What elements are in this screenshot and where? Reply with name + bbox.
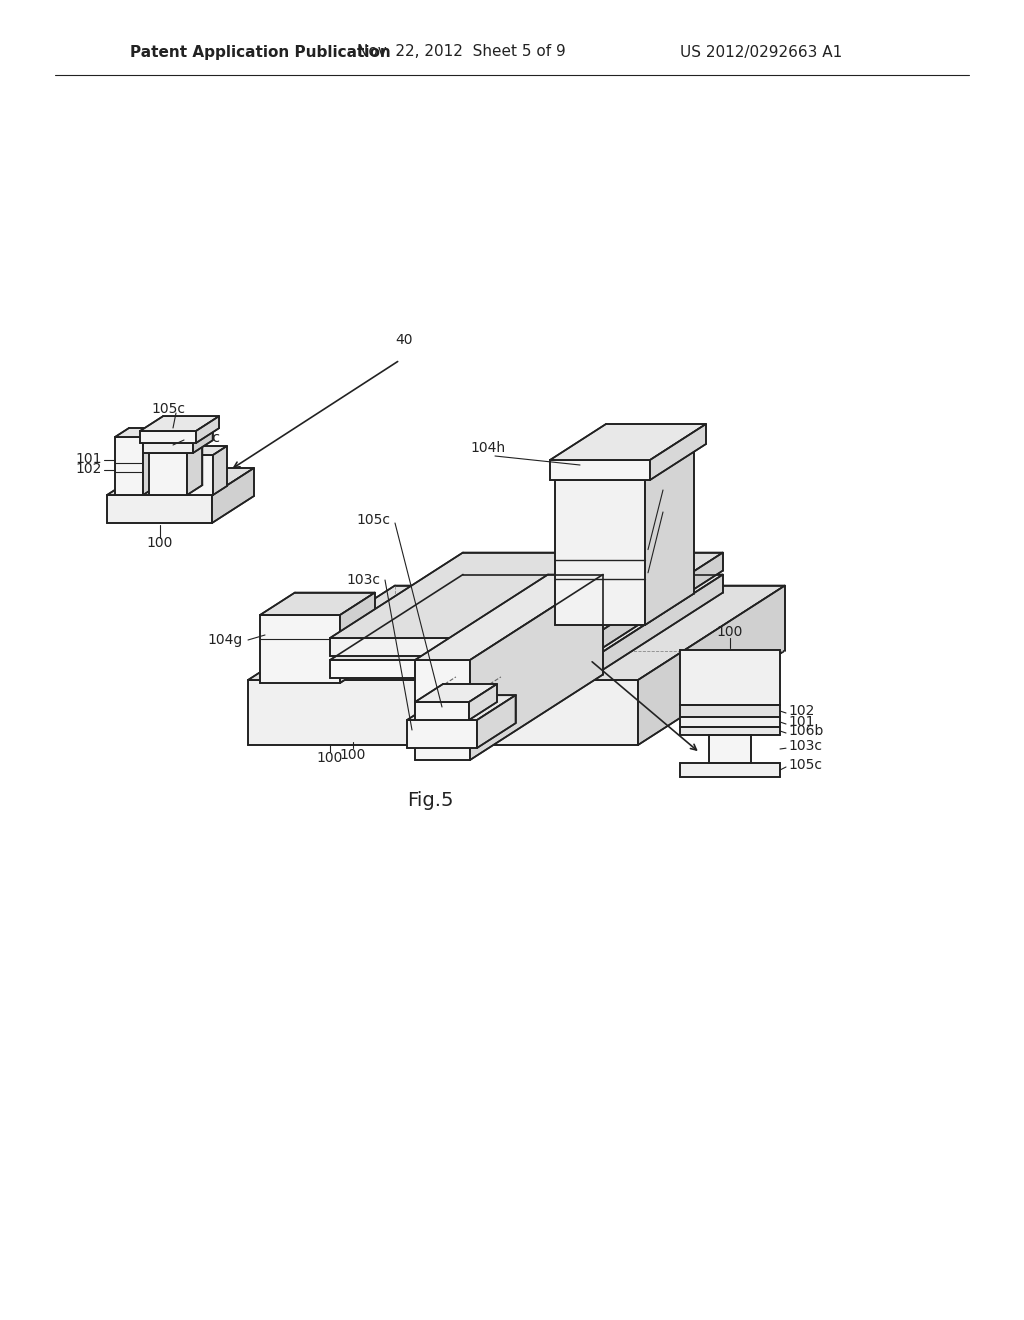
Polygon shape: [590, 574, 723, 678]
Polygon shape: [555, 480, 645, 624]
Text: 105c: 105c: [788, 758, 822, 772]
Polygon shape: [212, 469, 254, 523]
Polygon shape: [140, 432, 196, 444]
Polygon shape: [150, 444, 203, 453]
Text: 102: 102: [788, 704, 814, 718]
Text: 106b: 106b: [788, 723, 823, 738]
Text: 104g: 104g: [208, 634, 243, 647]
Polygon shape: [415, 684, 497, 702]
Polygon shape: [143, 444, 193, 453]
Text: 103c: 103c: [788, 739, 822, 754]
Text: 102: 102: [665, 503, 691, 517]
Text: 105c: 105c: [356, 513, 390, 527]
Polygon shape: [680, 705, 780, 717]
Text: 101: 101: [665, 480, 691, 494]
Polygon shape: [680, 727, 780, 735]
Text: 104h: 104h: [470, 441, 505, 455]
Text: 101: 101: [76, 451, 102, 466]
Polygon shape: [340, 593, 375, 682]
Polygon shape: [196, 416, 219, 444]
Text: 102: 102: [76, 462, 102, 477]
Text: 100: 100: [316, 751, 343, 766]
Text: US 2012/0292663 A1: US 2012/0292663 A1: [680, 45, 843, 59]
Polygon shape: [143, 430, 213, 444]
Polygon shape: [415, 574, 603, 660]
Polygon shape: [555, 449, 694, 480]
Polygon shape: [185, 455, 213, 495]
Polygon shape: [590, 553, 723, 656]
Polygon shape: [407, 696, 515, 719]
Polygon shape: [106, 495, 212, 523]
Text: 103c: 103c: [346, 573, 380, 587]
Text: 40: 40: [395, 333, 413, 347]
Polygon shape: [477, 696, 515, 748]
Polygon shape: [550, 424, 706, 459]
Polygon shape: [187, 444, 203, 495]
Polygon shape: [415, 702, 469, 719]
Polygon shape: [680, 717, 780, 727]
Polygon shape: [115, 428, 157, 437]
Polygon shape: [650, 424, 706, 480]
Polygon shape: [140, 416, 219, 432]
Polygon shape: [638, 586, 785, 744]
Polygon shape: [150, 453, 187, 495]
Polygon shape: [106, 469, 254, 495]
Text: 101: 101: [788, 715, 814, 729]
Polygon shape: [213, 446, 227, 495]
Polygon shape: [248, 586, 785, 680]
Text: Nov. 22, 2012  Sheet 5 of 9: Nov. 22, 2012 Sheet 5 of 9: [357, 45, 565, 59]
Polygon shape: [470, 574, 603, 760]
Polygon shape: [115, 437, 143, 495]
Polygon shape: [469, 684, 497, 719]
Text: Fig.5: Fig.5: [407, 791, 454, 809]
Text: 100: 100: [146, 536, 173, 550]
Polygon shape: [260, 593, 375, 615]
Polygon shape: [248, 680, 638, 744]
Polygon shape: [330, 660, 590, 678]
Polygon shape: [709, 735, 751, 763]
Polygon shape: [143, 428, 157, 495]
Polygon shape: [330, 638, 590, 656]
Polygon shape: [260, 615, 340, 682]
Polygon shape: [680, 763, 780, 777]
Polygon shape: [415, 660, 470, 760]
Text: 103c: 103c: [186, 432, 220, 445]
Polygon shape: [550, 459, 650, 480]
Text: Patent Application Publication: Patent Application Publication: [130, 45, 391, 59]
Polygon shape: [407, 719, 477, 748]
Polygon shape: [330, 574, 723, 660]
Text: 105c: 105c: [151, 403, 185, 416]
Polygon shape: [680, 649, 780, 705]
Polygon shape: [330, 553, 723, 638]
Polygon shape: [185, 446, 227, 455]
Polygon shape: [645, 449, 694, 624]
Polygon shape: [193, 430, 213, 453]
Text: 100: 100: [340, 748, 367, 762]
Text: 100: 100: [717, 624, 743, 639]
